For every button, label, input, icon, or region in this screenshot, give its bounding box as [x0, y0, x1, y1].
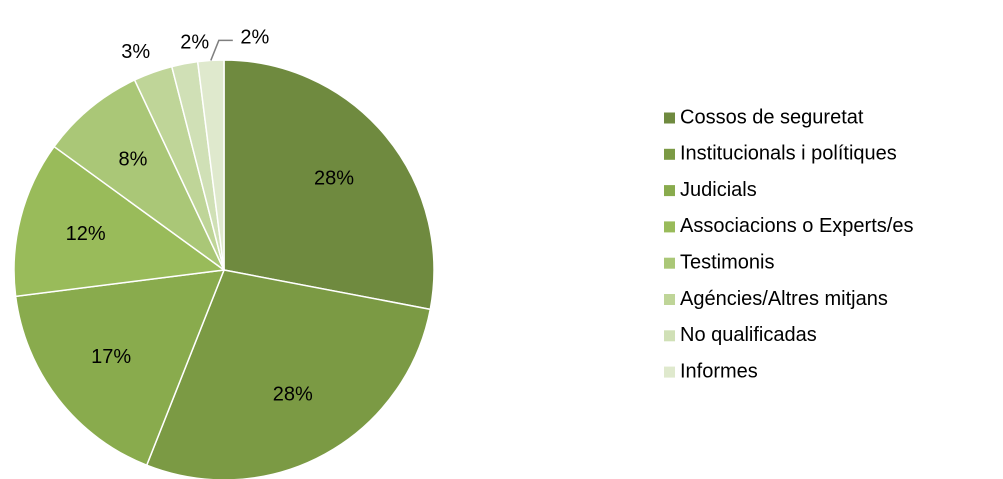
data-label: 28%: [314, 167, 354, 189]
legend-swatch: [664, 257, 675, 269]
legend-swatch: [664, 112, 675, 124]
legend-swatch: [664, 330, 675, 342]
pie-slice: [145, 269, 432, 479]
legend-label: Agéncies/Altres mitjans: [680, 288, 888, 310]
legend-label: Informes: [680, 360, 758, 382]
pie-slice: [13, 145, 226, 298]
pie-slice: [53, 78, 225, 271]
pie-slice: [14, 269, 226, 467]
data-label: 2%: [180, 31, 209, 53]
data-label: 12%: [66, 223, 106, 245]
legend-label: Institucionals i polítiques: [680, 143, 897, 165]
data-label: 8%: [119, 148, 148, 170]
data-label: 28%: [273, 383, 313, 405]
legend-swatch: [664, 185, 675, 197]
legend-label: Judicials: [680, 179, 757, 201]
pie-slice: [223, 59, 435, 311]
legend-swatch: [664, 294, 675, 305]
legend-label: Cossos de seguretat: [680, 106, 864, 128]
data-label: 3%: [121, 41, 150, 63]
legend-swatch: [664, 221, 675, 233]
legend-label: No qualificadas: [680, 324, 817, 346]
data-label: 17%: [91, 346, 131, 368]
leader-line: [210, 39, 233, 61]
legend-label: Testimonis: [680, 251, 774, 273]
legend-label: Associacions o Experts/es: [680, 215, 913, 237]
data-label: 2%: [240, 27, 269, 49]
legend-swatch: [664, 148, 675, 160]
legend-swatch: [664, 366, 675, 378]
